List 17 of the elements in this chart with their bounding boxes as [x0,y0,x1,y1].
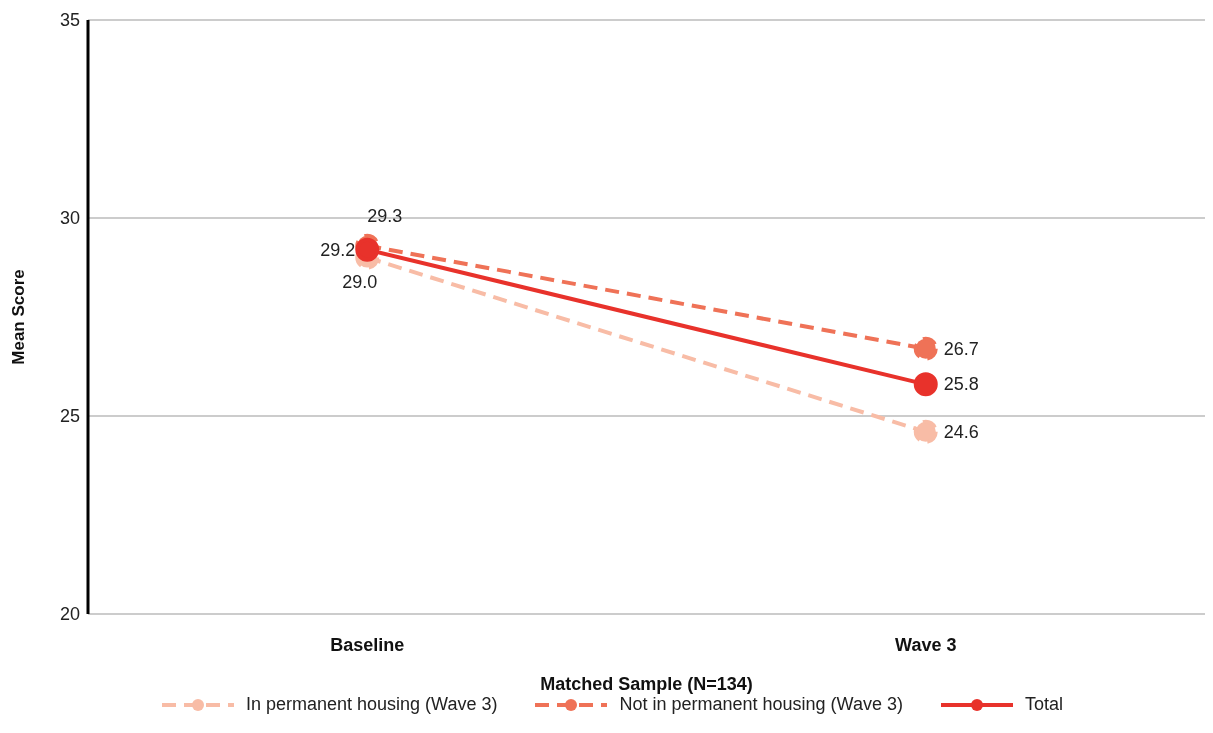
data-label: 25.8 [943,374,979,395]
y-tick-label: 20 [59,604,80,625]
data-label: 29.0 [342,271,378,292]
data-label: 29.2 [320,239,356,260]
y-tick-label: 25 [59,406,80,427]
legend-label: Total [1024,694,1063,715]
legend-label: Not in permanent housing (Wave 3) [619,694,903,715]
data-label: 26.7 [943,338,979,359]
data-label: 29.3 [367,205,403,226]
y-axis-title: Mean Score [9,269,29,365]
x-tick-label: Baseline [330,634,405,655]
y-tick-label: 30 [59,208,80,229]
data-label: 24.6 [943,421,979,442]
y-tick-label: 35 [59,10,80,31]
x-axis-title: Matched Sample (N=134) [540,674,753,694]
legend-label: In permanent housing (Wave 3) [246,694,498,715]
x-tick-label: Wave 3 [895,634,957,655]
